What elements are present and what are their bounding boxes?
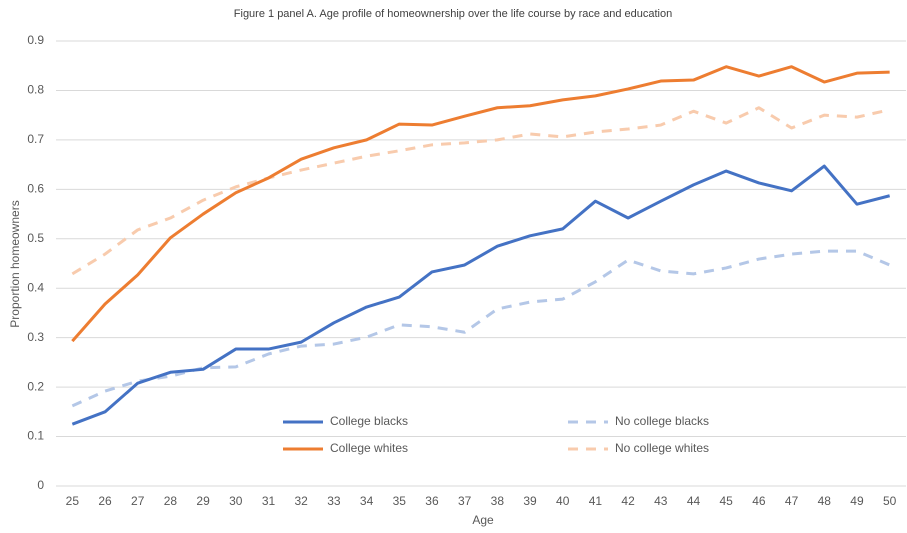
y-tick-label: 0.8 (27, 83, 44, 97)
x-tick-label: 26 (98, 494, 112, 508)
x-tick-label: 31 (262, 494, 276, 508)
chart-title: Figure 1 panel A. Age profile of homeown… (234, 8, 672, 20)
y-tick-label: 0.2 (27, 379, 44, 393)
legend-label: College blacks (330, 414, 408, 428)
x-tick-label: 28 (164, 494, 178, 508)
series-line (71, 164, 891, 426)
x-tick-label: 39 (523, 494, 537, 508)
x-tick-label: 25 (66, 494, 80, 508)
x-tick-label: 45 (720, 494, 734, 508)
x-tick-label: 47 (785, 494, 799, 508)
y-tick-label: 0.3 (27, 330, 44, 344)
series-line (71, 106, 890, 276)
y-tick-label: 0.5 (27, 231, 44, 245)
x-tick-label: 40 (556, 494, 570, 508)
x-tick-label: 37 (458, 494, 472, 508)
x-tick-label: 30 (229, 494, 243, 508)
y-tick-label: 0.6 (27, 182, 44, 196)
x-tick-label: 35 (393, 494, 407, 508)
x-tick-label: 29 (196, 494, 210, 508)
y-tick-label: 0.7 (27, 132, 44, 146)
series-line (71, 65, 890, 343)
y-axis-label: Proportion homeowners (8, 200, 22, 327)
x-tick-label: 41 (589, 494, 603, 508)
x-tick-label: 43 (654, 494, 668, 508)
y-tick-label: 0.1 (27, 429, 44, 443)
x-tick-label: 48 (818, 494, 832, 508)
y-tick-label: 0.9 (27, 33, 44, 47)
series-line (71, 249, 891, 408)
x-tick-label: 38 (491, 494, 505, 508)
legend-label: No college whites (615, 441, 709, 455)
x-tick-label: 36 (425, 494, 439, 508)
x-tick-label: 27 (131, 494, 145, 508)
x-tick-label: 50 (883, 494, 897, 508)
legend-label: No college blacks (615, 414, 709, 428)
y-tick-label: 0.4 (27, 280, 44, 294)
x-tick-label: 32 (295, 494, 309, 508)
y-tick-label: 0 (37, 478, 44, 492)
x-tick-label: 49 (850, 494, 864, 508)
x-tick-label: 46 (752, 494, 766, 508)
x-tick-label: 42 (621, 494, 635, 508)
legend-label: College whites (330, 441, 408, 455)
x-tick-label: 34 (360, 494, 374, 508)
x-tick-label: 44 (687, 494, 701, 508)
x-axis-label: Age (472, 513, 494, 527)
x-tick-label: 33 (327, 494, 341, 508)
